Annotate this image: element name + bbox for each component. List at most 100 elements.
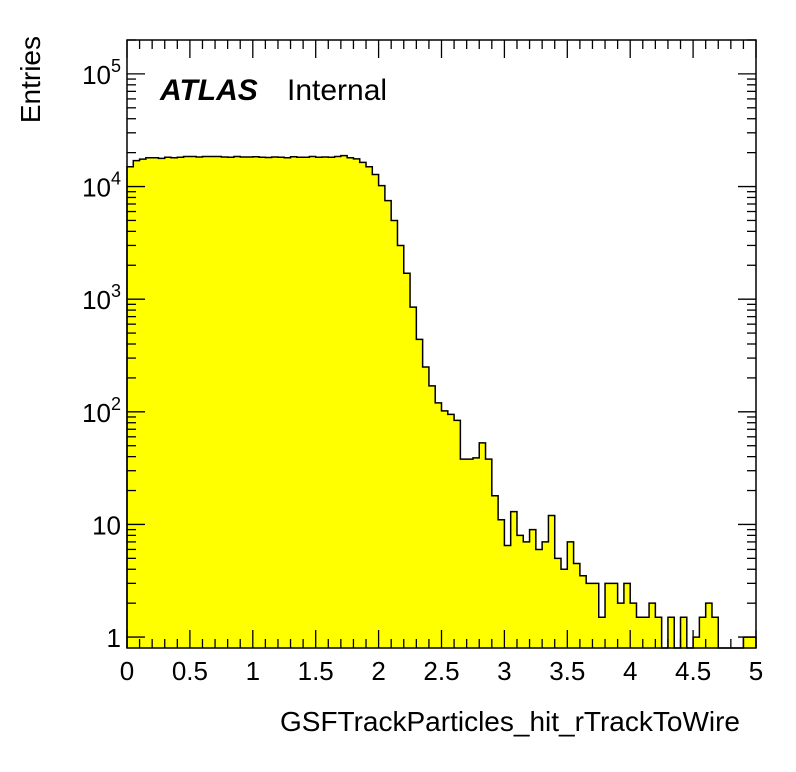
histogram-bar <box>152 157 160 649</box>
histogram-bar <box>296 157 304 648</box>
histogram-bar <box>233 156 241 648</box>
histogram-bars <box>127 155 757 649</box>
y-tick-label: 105 <box>82 56 121 90</box>
histogram-bar <box>699 617 707 648</box>
histogram-bar <box>246 156 254 649</box>
histogram-bar <box>743 637 751 648</box>
histogram-bar <box>592 583 600 648</box>
x-tick-label: 0 <box>120 656 134 686</box>
histogram-bar <box>649 603 656 648</box>
histogram-bar <box>680 617 688 648</box>
histogram-bar <box>183 156 191 648</box>
histogram-bar <box>516 535 524 648</box>
histogram-bar <box>397 245 405 648</box>
histogram-bar <box>491 495 499 648</box>
histogram-bar <box>127 166 134 648</box>
histogram-bar <box>579 575 587 648</box>
histogram-bar <box>605 583 612 648</box>
histogram-bar <box>441 410 449 648</box>
histogram-bar <box>498 519 505 648</box>
histogram-bar <box>667 617 675 648</box>
histogram-bar <box>139 159 147 649</box>
histogram-bar <box>202 156 210 648</box>
histogram-bar <box>416 339 424 648</box>
histogram-bar <box>636 617 644 648</box>
histogram-outline <box>126 154 757 649</box>
histogram-bar <box>586 583 594 648</box>
histogram-bar <box>378 185 386 648</box>
y-tick-label: 104 <box>82 169 121 203</box>
histogram-bar <box>334 156 342 648</box>
histogram-bar <box>372 174 380 648</box>
histogram-bar <box>259 157 266 648</box>
histogram-bar <box>309 156 317 648</box>
axis-ticks <box>126 39 757 648</box>
histogram-bar <box>529 529 537 648</box>
histogram-bar <box>460 459 468 648</box>
histogram-bar <box>523 541 531 648</box>
histogram-bar <box>504 545 512 648</box>
histogram-bar <box>548 515 556 648</box>
histogram-bar <box>196 156 204 649</box>
histogram-bar <box>284 157 292 649</box>
histogram-bar <box>435 402 443 648</box>
histogram-bar <box>472 457 480 648</box>
x-tick-label: 1.5 <box>298 656 334 686</box>
histogram-bar <box>403 273 411 648</box>
histogram-bar <box>359 162 367 648</box>
histogram-bar <box>749 637 757 648</box>
histogram-bar <box>454 420 461 648</box>
histogram-bar <box>573 563 581 648</box>
histogram-bar <box>466 459 474 648</box>
histogram-bar <box>630 603 638 648</box>
histogram-bar <box>693 637 700 648</box>
histogram-bar <box>347 157 355 649</box>
histogram-bar <box>422 366 430 648</box>
histogram-bar <box>221 156 229 649</box>
histogram-bar <box>542 541 550 648</box>
histogram-bar <box>252 156 260 648</box>
histogram-bar <box>303 157 311 648</box>
histogram-bar <box>145 157 153 649</box>
histogram-bar <box>642 617 650 648</box>
x-tick-label: 3 <box>497 656 511 686</box>
y-tick-labels: 1 10 102 103 104 105 <box>82 56 121 653</box>
histogram-bar <box>177 157 185 648</box>
internal-label: Internal <box>287 74 387 107</box>
histogram-bar <box>340 155 348 648</box>
x-tick-label: 2 <box>371 656 385 686</box>
histogram-bar <box>598 617 606 648</box>
histogram-bar <box>315 157 323 648</box>
histogram-bar <box>655 617 663 648</box>
atlas-label: ATLAS <box>159 74 258 107</box>
histogram-bar <box>479 442 487 648</box>
histogram-bar <box>366 166 373 648</box>
y-axis-title: Entries <box>15 36 46 123</box>
histogram-bar <box>535 549 543 648</box>
histogram-bar <box>410 307 417 648</box>
y-tick-label: 1 <box>107 623 121 653</box>
histogram-bar <box>623 583 631 648</box>
y-tick-label: 103 <box>82 281 121 315</box>
x-tick-label: 5 <box>749 656 763 686</box>
x-tick-label: 2.5 <box>423 656 459 686</box>
x-tick-label: 1 <box>246 656 260 686</box>
y-tick-label: 10 <box>92 510 121 540</box>
x-tick-label: 4.5 <box>675 656 711 686</box>
histogram-bar <box>447 414 455 648</box>
histogram-bar <box>277 157 285 648</box>
histogram-bar <box>189 156 197 648</box>
histogram-bar <box>208 156 216 648</box>
histogram-bar <box>353 158 361 648</box>
histogram-bar <box>561 569 568 648</box>
x-tick-label: 3.5 <box>549 656 585 686</box>
y-tick-label: 102 <box>82 394 121 428</box>
histogram-bar <box>164 157 172 648</box>
histogram-bar <box>158 158 166 648</box>
histogram-bar <box>384 200 392 649</box>
histogram-bar <box>617 603 625 648</box>
histogram-bar <box>328 157 336 648</box>
histogram-bar <box>567 541 575 648</box>
histogram-bar <box>240 156 248 649</box>
